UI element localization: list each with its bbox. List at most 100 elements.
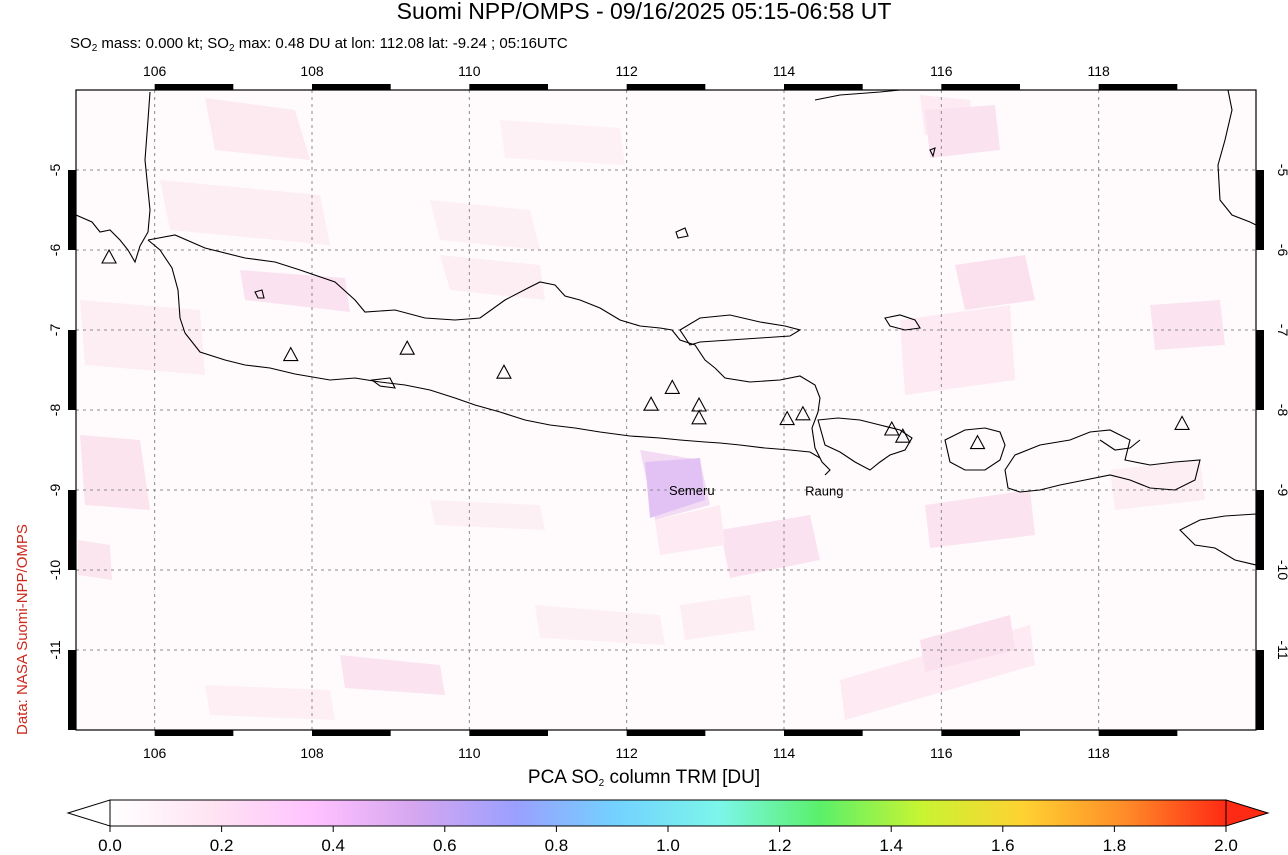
volcano-label-raung: Raung bbox=[805, 484, 843, 499]
so2-pixel bbox=[655, 505, 725, 555]
lon-tick-label-bottom: 112 bbox=[616, 745, 639, 761]
colorbar-tick-label: 0.4 bbox=[321, 836, 345, 855]
so2-pixel bbox=[80, 300, 205, 375]
lombok-island bbox=[944, 427, 1006, 471]
so2-pixel bbox=[720, 515, 820, 578]
lat-tick-label-right: -6 bbox=[1275, 244, 1288, 257]
bali-island bbox=[817, 417, 913, 471]
lon-tick-label-bottom: 118 bbox=[1088, 745, 1111, 761]
bawean-island bbox=[675, 227, 689, 239]
frame-bar-bottom bbox=[626, 730, 706, 736]
colorbar-tick-label: 1.4 bbox=[879, 836, 903, 855]
lon-tick-label-top: 106 bbox=[143, 63, 167, 79]
so2-pixel bbox=[78, 540, 112, 580]
colorbar-tick-label: 0.2 bbox=[210, 836, 234, 855]
lon-tick-label-bottom: 110 bbox=[458, 745, 481, 761]
sumba-island bbox=[1179, 513, 1256, 566]
frame-bar-top bbox=[312, 84, 391, 90]
frame-bar-bottom bbox=[312, 730, 391, 736]
colorbar-tick-label: 0.0 bbox=[98, 836, 122, 855]
lat-tick-label-left: -5 bbox=[47, 164, 63, 177]
so2-pixel bbox=[340, 655, 445, 695]
so2-pixel bbox=[160, 180, 330, 245]
java-south-coast bbox=[184, 332, 821, 459]
frame-bar-bottom bbox=[941, 730, 1020, 736]
volcano-icon bbox=[894, 428, 911, 443]
lat-tick-label-left: -11 bbox=[47, 640, 63, 659]
so2-pixel bbox=[240, 270, 350, 312]
lat-tick-label-left: -7 bbox=[47, 324, 63, 337]
volcano-icon bbox=[496, 364, 512, 379]
lat-tick-label-right: -10 bbox=[1275, 560, 1288, 580]
so2-pixel bbox=[430, 500, 545, 530]
frame-bar-left bbox=[68, 490, 76, 570]
frame-bar-right bbox=[1256, 490, 1264, 570]
small-island bbox=[929, 147, 936, 158]
so2-pixel bbox=[925, 105, 1000, 158]
so2-pixel bbox=[205, 685, 335, 720]
volcano-icon bbox=[969, 434, 986, 450]
lon-tick-label-top: 110 bbox=[458, 63, 481, 79]
frame-bar-right bbox=[1256, 170, 1264, 250]
lon-tick-label-top: 114 bbox=[773, 63, 796, 79]
volcano-icon bbox=[282, 346, 299, 362]
java-west-tip bbox=[179, 317, 186, 334]
so2-pixel bbox=[1110, 460, 1205, 510]
frame-bar-left bbox=[68, 330, 76, 410]
colorbar-bar bbox=[109, 799, 1227, 827]
lon-tick-label-top: 108 bbox=[300, 63, 324, 79]
so2-pixel bbox=[440, 255, 545, 300]
volcano-icon bbox=[794, 405, 811, 421]
volcano-icon bbox=[643, 396, 659, 411]
lat-tick-label-left: -10 bbox=[47, 560, 63, 580]
colorbar-tick-label: 1.8 bbox=[1103, 836, 1127, 855]
east-java-coast bbox=[714, 367, 831, 476]
so2-pixel bbox=[900, 305, 1015, 395]
lat-tick-label-left: -9 bbox=[47, 484, 63, 497]
colorbar-tick-label: 0.6 bbox=[433, 836, 457, 855]
borneo-coast-west bbox=[814, 90, 901, 101]
frame-bar-bottom bbox=[1098, 730, 1178, 736]
volcano-icon bbox=[664, 379, 681, 394]
so2-pixel bbox=[500, 120, 625, 165]
so2-swath-layer bbox=[78, 95, 1225, 720]
lon-tick-label-top: 116 bbox=[930, 63, 953, 79]
map-subtitle: SO2 mass: 0.000 kt; SO2 max: 0.48 DU at … bbox=[70, 35, 568, 54]
sumbawa-island bbox=[1004, 429, 1201, 493]
small-island bbox=[254, 289, 265, 299]
lon-tick-label-bottom: 114 bbox=[773, 745, 796, 761]
volcano-icon bbox=[691, 409, 707, 425]
so2-pixel bbox=[920, 615, 1015, 672]
colorbar-tick-label: 1.2 bbox=[768, 836, 792, 855]
borneo-coast-east bbox=[1217, 90, 1256, 226]
axis-tick-labels: 106 106 108 108 110 110 112 112 114 114 116 116 118 1… bbox=[47, 63, 1288, 761]
sumbawa-bay bbox=[1099, 439, 1141, 451]
volcano-icon bbox=[883, 420, 900, 436]
lat-tick-label-left: -6 bbox=[47, 244, 63, 257]
so2-pixel bbox=[535, 605, 665, 645]
frame-bar-bottom bbox=[784, 730, 863, 736]
frame-bar-bottom bbox=[469, 730, 548, 736]
lat-tick-label-right: -8 bbox=[1275, 404, 1288, 417]
lon-tick-label-bottom: 108 bbox=[300, 745, 324, 761]
frame-bar-top bbox=[1098, 84, 1178, 90]
colorbar-low-arrow bbox=[66, 799, 111, 827]
colorbar-tick-label: 2.0 bbox=[1214, 836, 1238, 855]
volcano-icon bbox=[1174, 415, 1190, 430]
volcano-icon bbox=[101, 248, 117, 264]
lon-tick-label-top: 112 bbox=[616, 63, 639, 79]
colorbar: 0.0 0.2 0.4 0.6 0.8 1.0 1.2 1.4 1.6 1.8 2.0 bbox=[66, 799, 1270, 855]
so2-pixel bbox=[1150, 300, 1225, 350]
frame-bar-top bbox=[626, 84, 706, 90]
sumatra-coast bbox=[76, 91, 151, 264]
lat-tick-label-right: -9 bbox=[1275, 484, 1288, 497]
lat-tick-label-right: -11 bbox=[1275, 640, 1288, 659]
frame-bar-bottom bbox=[154, 730, 234, 736]
coastlines bbox=[76, 90, 1256, 566]
colorbar-title: PCA SO2 column TRM [DU] bbox=[527, 767, 761, 789]
kangean-island bbox=[884, 314, 921, 331]
volcano-markers bbox=[101, 248, 1190, 450]
colorbar-high-arrow bbox=[1225, 799, 1270, 827]
lon-tick-label-bottom: 106 bbox=[143, 745, 167, 761]
